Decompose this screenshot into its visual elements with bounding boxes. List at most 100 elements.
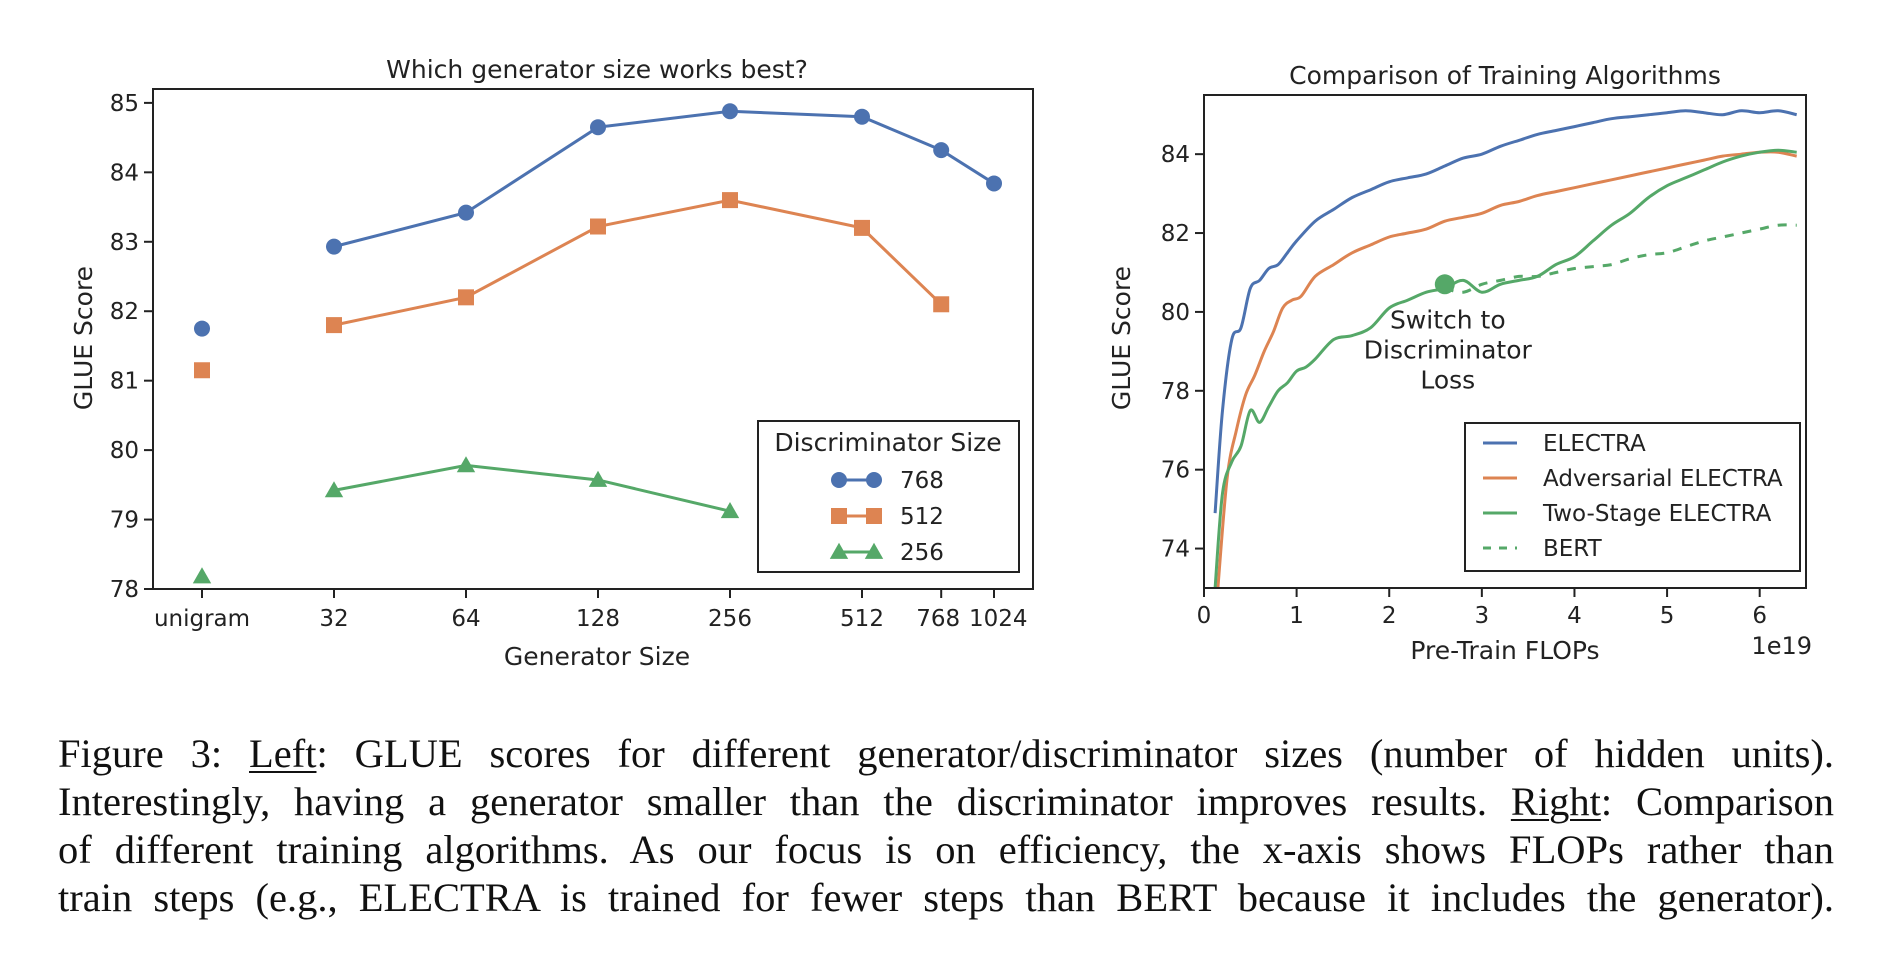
left-chart-title: Which generator size works best? xyxy=(386,55,808,84)
series-768-point xyxy=(194,320,210,337)
left-plot-frame xyxy=(152,88,1034,590)
left-series-layer xyxy=(192,103,1002,584)
series-256-point xyxy=(588,470,608,487)
legend-entry-256-marker xyxy=(864,542,884,559)
caption-line-1-text: : GLUE scores for different generator/di… xyxy=(316,731,1835,776)
series-512-point xyxy=(194,362,210,379)
caption-right-keyword: Right xyxy=(1510,779,1601,824)
right-y-tick-label: 84 xyxy=(1161,142,1190,168)
series-512-line xyxy=(333,198,943,327)
series-768-line xyxy=(333,109,995,249)
legend-entry-adversarial-electra-label: Adversarial ELECTRA xyxy=(1543,466,1783,492)
left-y-tick-label: 83 xyxy=(110,230,139,256)
left-x-tick-label: 768 xyxy=(916,606,960,632)
series-768-point xyxy=(590,119,606,136)
left-y-tick-label: 85 xyxy=(110,91,139,117)
legend-entry-768-marker xyxy=(866,472,882,488)
left-y-tick-label: 78 xyxy=(110,577,139,603)
series-256-point xyxy=(456,456,476,473)
legend-entry-768-marker xyxy=(831,472,847,488)
right-y-tick-label: 78 xyxy=(1161,379,1190,405)
right-x-tick-label: 4 xyxy=(1567,603,1582,629)
right-y-tick-label: 82 xyxy=(1161,221,1190,247)
left-x-tick-label: 64 xyxy=(451,606,480,632)
right-chart-title: Comparison of Training Algorithms xyxy=(1289,61,1721,90)
right-legend: ELECTRA Adversarial ELECTRA Two-Stage ELEC… xyxy=(1464,422,1801,572)
left-x-axis-label: Generator Size xyxy=(504,642,690,671)
left-x-tick-label: 128 xyxy=(576,606,620,632)
right-tick-labels: 74 76 78 80 82 84 0 1 2 3 4 5 6 xyxy=(1161,142,1767,629)
left-x-tick-label: 32 xyxy=(319,606,348,632)
series-512-point xyxy=(590,218,606,235)
annotation-text: Discriminator xyxy=(1364,335,1533,364)
series-512-point xyxy=(722,192,738,209)
right-x-tick-label: 2 xyxy=(1382,603,1397,629)
series-adversarial-electra-line xyxy=(1216,150,1798,589)
legend-entry-electra-label: ELECTRA xyxy=(1543,431,1646,457)
series-768-point xyxy=(458,204,474,221)
legend-entry-two-stage-electra-label: Two-Stage ELECTRA xyxy=(1542,501,1772,527)
series-768-point xyxy=(933,142,950,159)
left-legend: Discriminator Size 768 512 256 xyxy=(757,420,1020,573)
left-tick-labels: 78 79 80 81 82 83 84 85 unigram 32 64 128 256 512 768 1… xyxy=(110,91,1028,632)
left-y-tick-label: 80 xyxy=(110,438,139,464)
switch-point-marker xyxy=(1434,274,1455,295)
right-legend-box xyxy=(1464,422,1801,572)
annotation-text: Switch to xyxy=(1390,305,1506,334)
right-x-tick-label: 3 xyxy=(1475,603,1490,629)
right-x-tick-label: 5 xyxy=(1660,603,1675,629)
caption-line-1: Figure 3: Left: GLUE scores for differen… xyxy=(58,730,1834,778)
series-bert-line xyxy=(1444,223,1797,294)
right-y-axis-label: GLUE Score xyxy=(1107,266,1136,410)
figure-caption: Figure 3: Left: GLUE scores for differen… xyxy=(58,730,1834,922)
series-512-point xyxy=(326,317,342,334)
caption-line-4: train steps (e.g., ELECTRA is trained fo… xyxy=(58,875,1834,920)
right-x-tick-label: 1 xyxy=(1289,603,1304,629)
legend-entry-512-marker xyxy=(866,508,882,524)
left-y-tick-label: 81 xyxy=(110,369,139,395)
right-chart: Comparison of Training Algorithms Pre-Tr… xyxy=(1107,61,1812,665)
caption-line-2-rest: : Comparison xyxy=(1600,779,1834,824)
right-x-tick-label: 0 xyxy=(1197,603,1212,629)
caption-figure-label: Figure 3: xyxy=(58,731,250,776)
legend-entry-512-marker xyxy=(831,508,847,524)
right-x-tick-label: 6 xyxy=(1752,603,1767,629)
legend-entry-768-label: 768 xyxy=(900,468,944,494)
right-y-tick-label: 80 xyxy=(1161,300,1190,326)
series-512-point xyxy=(458,289,474,306)
figure-charts: Which generator size works best? Generat… xyxy=(69,55,1812,671)
annotation-text: Loss xyxy=(1420,365,1475,394)
left-y-axis-label: GLUE Score xyxy=(69,266,98,410)
caption-line-2: Interestingly, having a generator smalle… xyxy=(58,778,1834,826)
series-768-point xyxy=(326,238,342,255)
caption-line-2-text: Interestingly, having a generator smalle… xyxy=(58,779,1511,824)
left-x-tick-label: unigram xyxy=(154,606,250,632)
left-y-tick-label: 82 xyxy=(110,299,139,325)
series-768-point xyxy=(722,103,738,120)
left-chart: Which generator size works best? Generat… xyxy=(69,55,1034,671)
series-768-point xyxy=(854,108,870,125)
series-512-point xyxy=(854,219,870,236)
caption-line-3: of different training algorithms. As our… xyxy=(58,827,1834,872)
right-x-axis-label: Pre-Train FLOPs xyxy=(1410,636,1599,665)
series-256-point xyxy=(720,502,740,519)
series-256-line xyxy=(333,463,731,513)
series-256-point xyxy=(324,481,344,498)
right-y-tick-label: 76 xyxy=(1161,458,1190,484)
right-x-multiplier: 1e19 xyxy=(1751,632,1812,660)
legend-entry-256-label: 256 xyxy=(900,540,944,566)
right-plot-frame xyxy=(1203,94,1807,589)
series-768-point xyxy=(986,175,1002,192)
series-electra-line xyxy=(1213,109,1798,514)
left-x-tick-label: 256 xyxy=(708,606,752,632)
right-y-tick-label: 74 xyxy=(1161,537,1190,563)
left-legend-title: Discriminator Size xyxy=(774,428,1001,457)
left-legend-box xyxy=(757,420,1020,573)
left-x-tick-label: 512 xyxy=(840,606,884,632)
legend-entry-bert-label: BERT xyxy=(1543,536,1603,562)
caption-left-keyword: Left xyxy=(249,731,317,776)
left-y-tick-label: 84 xyxy=(110,160,139,186)
series-256-point xyxy=(192,567,212,584)
legend-entry-512-label: 512 xyxy=(900,504,944,530)
